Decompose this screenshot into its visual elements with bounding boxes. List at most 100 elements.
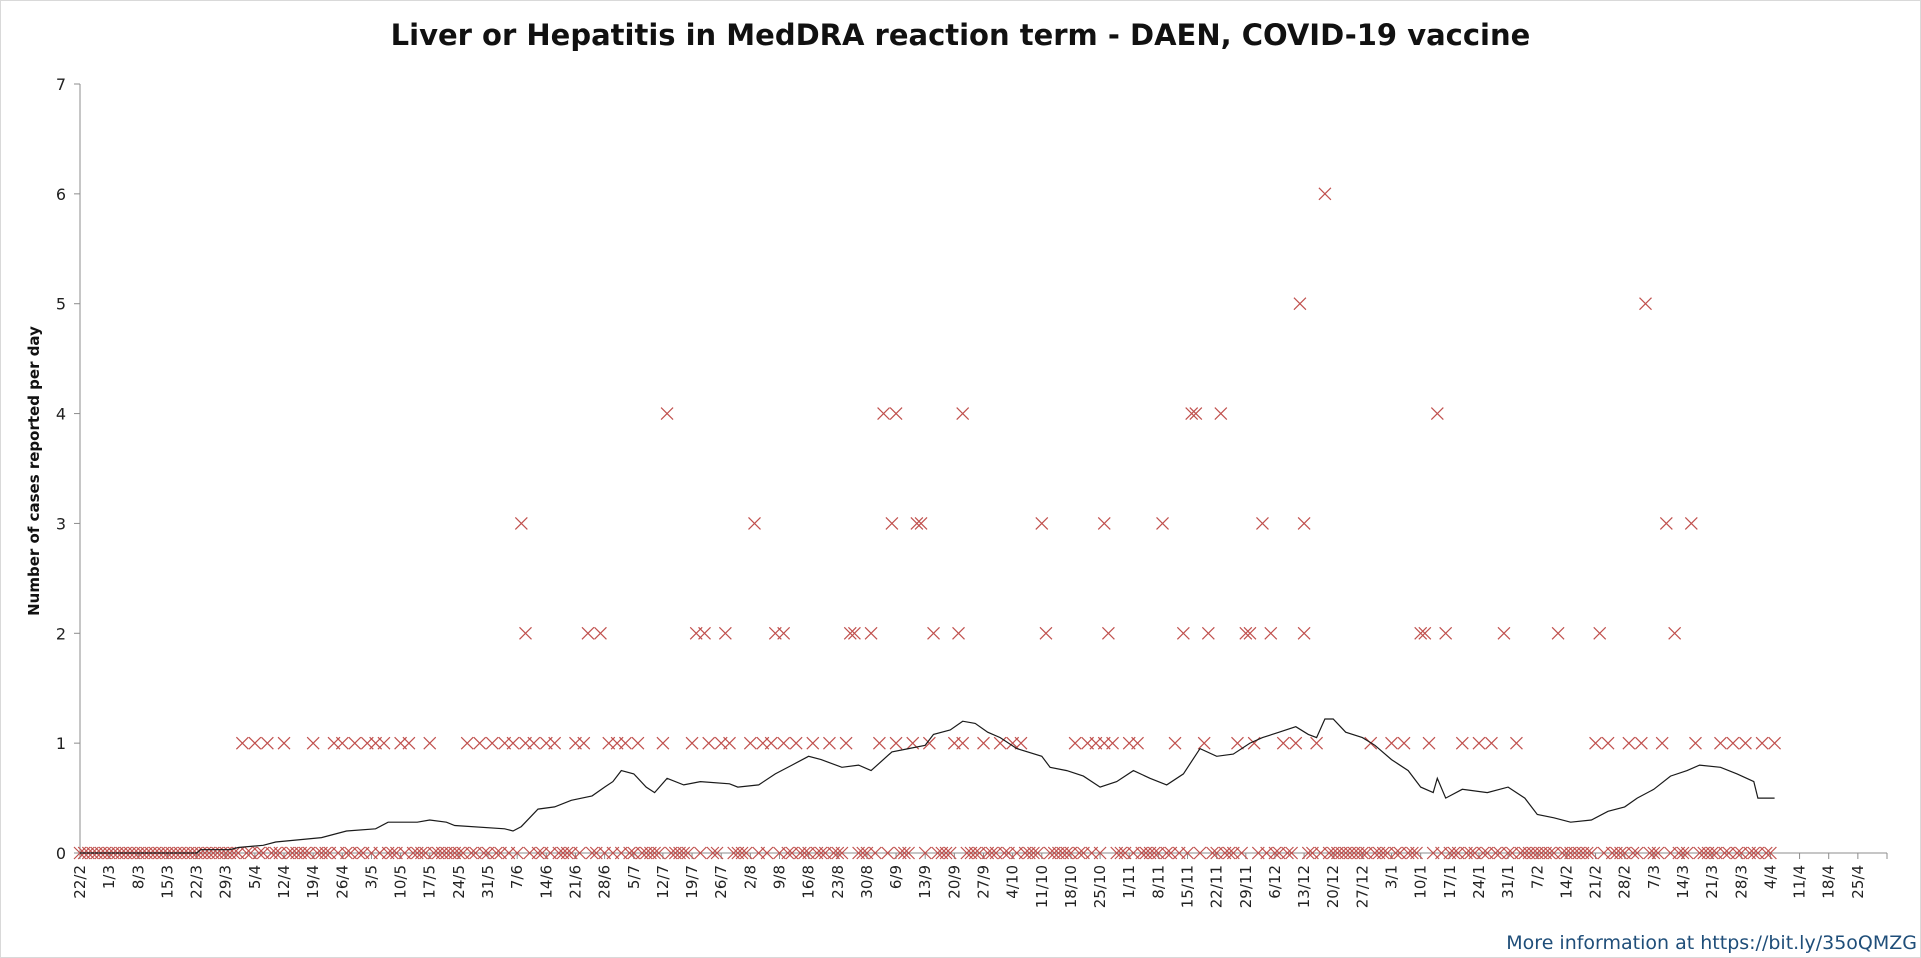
data-point-marker — [685, 736, 699, 750]
x-tick-label: 25/4 — [1849, 865, 1867, 899]
x-tick-label: 9/8 — [770, 865, 788, 889]
data-point-marker — [1510, 736, 1523, 750]
zero-point-marker — [831, 846, 845, 860]
zero-point-marker — [918, 846, 932, 860]
data-point-marker — [485, 736, 499, 750]
data-point-marker — [764, 736, 778, 750]
zero-point-marker — [1763, 846, 1777, 860]
y-tick-label: 7 — [56, 75, 66, 94]
x-tick-label: 6/9 — [887, 865, 905, 889]
y-tick-label: 2 — [56, 624, 66, 643]
x-tick-label: 18/4 — [1820, 865, 1838, 899]
zero-point-marker — [1206, 846, 1219, 860]
y-tick-label: 0 — [56, 844, 66, 863]
zero-point-marker — [1281, 846, 1294, 860]
data-point-marker — [1639, 297, 1652, 311]
zero-point-marker — [1093, 846, 1107, 860]
data-point-marker — [335, 736, 349, 750]
data-point-marker — [952, 626, 965, 640]
zero-point-marker — [1651, 846, 1665, 860]
zero-point-marker — [352, 846, 366, 860]
data-point-marker — [1239, 626, 1253, 640]
x-tick-label: 1/11 — [1120, 865, 1138, 899]
data-point-marker — [1593, 626, 1607, 640]
zero-point-marker — [623, 846, 637, 860]
x-tick-label: 26/4 — [333, 865, 351, 899]
zero-point-marker — [835, 846, 849, 860]
data-point-marker — [702, 736, 716, 750]
zero-point-marker — [510, 846, 524, 860]
zero-point-marker — [706, 846, 720, 860]
data-point-marker — [823, 736, 836, 750]
zero-point-marker — [1147, 846, 1161, 860]
data-point-marker — [914, 517, 928, 530]
zero-point-marker — [1630, 846, 1644, 860]
data-point-marker — [1176, 626, 1190, 640]
zero-point-marker — [1464, 846, 1478, 860]
data-point-marker — [1497, 626, 1511, 640]
data-point-marker — [993, 736, 1007, 750]
zero-point-marker — [1584, 846, 1598, 860]
zero-point-marker — [560, 846, 574, 860]
data-point-marker — [910, 517, 924, 530]
data-point-marker — [698, 626, 711, 640]
footer-link[interactable]: More information at https://bit.ly/35oQM… — [1506, 932, 1917, 954]
x-tick-label: 27/12 — [1353, 865, 1371, 908]
x-tick-label: 6/12 — [1266, 865, 1284, 899]
data-point-marker — [885, 517, 899, 530]
x-tick-label: 5/7 — [625, 865, 643, 889]
zero-point-marker — [298, 846, 312, 860]
x-tick-label: 20/9 — [945, 865, 963, 899]
data-point-marker — [519, 626, 532, 640]
zero-point-marker — [739, 846, 753, 860]
x-tick-label: 13/12 — [1295, 865, 1313, 908]
data-point-marker — [306, 736, 320, 750]
zero-point-marker — [943, 846, 957, 860]
x-tick-label: 31/5 — [479, 865, 497, 899]
zero-point-marker — [531, 846, 545, 860]
x-tick-label: 15/11 — [1179, 865, 1197, 908]
x-tick-label: 8/3 — [129, 865, 147, 889]
zero-point-marker — [735, 846, 749, 860]
zero-point-marker — [269, 846, 283, 860]
data-point-marker — [514, 517, 528, 530]
x-tick-label: 22/3 — [188, 865, 206, 899]
data-point-marker — [1310, 736, 1324, 750]
zero-point-marker — [648, 846, 662, 860]
data-point-marker — [956, 407, 970, 420]
data-point-marker — [718, 626, 732, 640]
zero-point-marker — [677, 846, 691, 860]
data-point-marker — [956, 736, 970, 750]
zero-point-marker — [489, 846, 503, 860]
y-tick-label: 5 — [56, 295, 66, 314]
zero-point-marker — [1060, 846, 1074, 860]
x-tick-label: 19/4 — [304, 865, 322, 899]
x-tick-label: 24/5 — [450, 865, 468, 899]
zero-point-marker — [573, 846, 587, 860]
data-point-marker — [594, 626, 607, 640]
x-tick-label: 21/2 — [1587, 865, 1605, 899]
data-point-marker — [1385, 736, 1398, 750]
data-point-marker — [348, 736, 362, 750]
zero-point-marker — [1405, 846, 1419, 860]
zero-point-marker — [856, 846, 870, 860]
x-tick-label: 15/3 — [158, 865, 176, 899]
zero-point-marker — [452, 846, 466, 860]
x-tick-label: 29/11 — [1237, 865, 1255, 908]
data-point-marker — [1397, 736, 1411, 750]
data-point-marker — [843, 626, 857, 640]
x-tick-label: 25/10 — [1091, 865, 1109, 908]
x-tick-label: 23/8 — [829, 865, 847, 899]
data-point-marker — [377, 736, 391, 750]
data-point-marker — [848, 626, 861, 640]
zero-point-marker — [681, 846, 695, 860]
zero-point-marker — [710, 846, 724, 860]
x-tick-label: 17/1 — [1441, 865, 1459, 899]
zero-point-marker — [340, 846, 353, 860]
zero-point-marker — [1114, 846, 1128, 860]
x-tick-label: 12/4 — [275, 865, 293, 899]
zero-point-marker — [1614, 846, 1627, 860]
data-point-marker — [660, 407, 674, 420]
zero-point-marker — [1705, 846, 1719, 860]
zero-point-marker — [1410, 846, 1423, 860]
